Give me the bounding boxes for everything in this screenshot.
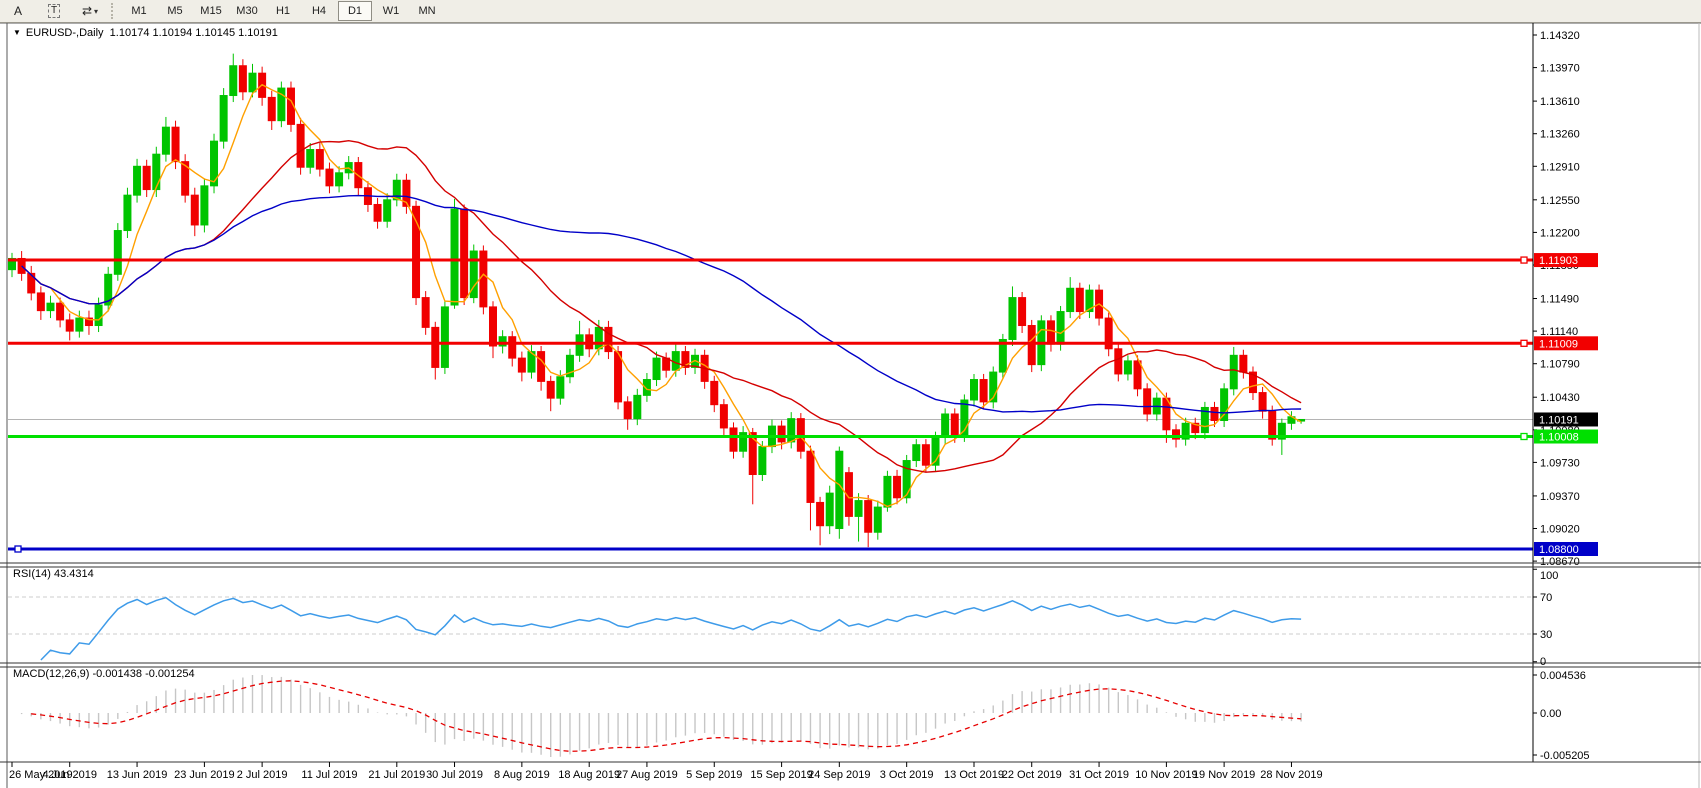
svg-text:1.14320: 1.14320 — [1540, 30, 1580, 42]
svg-text:1.13970: 1.13970 — [1540, 63, 1580, 75]
svg-text:0.004536: 0.004536 — [1540, 670, 1586, 682]
svg-text:1.11903: 1.11903 — [1539, 255, 1578, 267]
cursor-mode-dropdown-button[interactable]: ⇄ ▾ — [73, 1, 107, 21]
svg-text:1.09020: 1.09020 — [1540, 524, 1580, 536]
svg-text:1.12550: 1.12550 — [1540, 195, 1580, 207]
svg-text:8 Aug 2019: 8 Aug 2019 — [494, 769, 550, 781]
ma-mid-line — [21, 139, 1302, 473]
svg-text:2 Jul 2019: 2 Jul 2019 — [237, 769, 288, 781]
timeframe-button-w1[interactable]: W1 — [382, 5, 400, 17]
price-axis-label: 1.10191 — [1534, 412, 1598, 427]
timeframe-button-mn[interactable]: MN — [418, 5, 436, 17]
price-axis-label: 1.10008 — [1534, 429, 1598, 444]
hline-support-1[interactable] — [8, 432, 1533, 441]
arrow-text-tool-button[interactable]: A — [13, 4, 22, 18]
svg-text:1.10790: 1.10790 — [1540, 359, 1580, 371]
hline-support-2[interactable] — [8, 545, 1533, 553]
svg-text:1.08670: 1.08670 — [1540, 556, 1580, 568]
price-axis-label: 1.11009 — [1534, 336, 1598, 351]
svg-text:23 Jun 2019: 23 Jun 2019 — [174, 769, 235, 781]
svg-text:5 Sep 2019: 5 Sep 2019 — [686, 769, 742, 781]
svg-text:70: 70 — [1540, 592, 1552, 604]
svg-text:21 Jul 2019: 21 Jul 2019 — [368, 769, 425, 781]
svg-text:0: 0 — [1540, 656, 1546, 668]
svg-text:27 Aug 2019: 27 Aug 2019 — [616, 769, 678, 781]
timeframe-button-h4[interactable]: H4 — [311, 5, 327, 17]
svg-text:1.11140: 1.11140 — [1540, 326, 1578, 338]
chevron-down-icon: ▾ — [94, 6, 99, 16]
svg-text:18 Aug 2019: 18 Aug 2019 — [558, 769, 620, 781]
svg-text:1.12200: 1.12200 — [1540, 227, 1580, 239]
hline-resistance-2[interactable] — [8, 339, 1533, 347]
timeframe-button-h1[interactable]: H1 — [275, 5, 291, 17]
ma-slow-line — [21, 194, 1302, 414]
timeframe-button-m5[interactable]: M5 — [167, 5, 183, 17]
svg-text:19 Nov 2019: 19 Nov 2019 — [1193, 769, 1255, 781]
toolbar-separator — [111, 3, 118, 19]
timeframe-button-m1[interactable]: M1 — [131, 5, 147, 17]
svg-text:13 Oct 2019: 13 Oct 2019 — [944, 769, 1004, 781]
pane-separator[interactable] — [0, 662, 1701, 668]
svg-text:1.09370: 1.09370 — [1540, 491, 1580, 503]
rsi-line — [40, 596, 1302, 661]
macd-pane: 0.004536 0.00 -0.005205 — [20, 670, 1590, 762]
svg-text:0.00: 0.00 — [1540, 708, 1561, 720]
svg-text:100: 100 — [1540, 570, 1558, 582]
svg-text:28 Nov 2019: 28 Nov 2019 — [1260, 769, 1322, 781]
svg-text:1.12910: 1.12910 — [1540, 161, 1580, 173]
svg-text:26 May 2019: 26 May 2019 — [9, 769, 73, 781]
text-label-tool-button[interactable]: T — [37, 1, 71, 21]
svg-text:1.08800: 1.08800 — [1539, 544, 1579, 556]
svg-text:4 Jun 2019: 4 Jun 2019 — [43, 769, 97, 781]
svg-text:10 Nov 2019: 10 Nov 2019 — [1135, 769, 1197, 781]
svg-text:1.10191: 1.10191 — [1539, 414, 1579, 426]
svg-text:22 Oct 2019: 22 Oct 2019 — [1002, 769, 1062, 781]
ma-fast-line — [21, 83, 1302, 508]
svg-text:3 Oct 2019: 3 Oct 2019 — [880, 769, 934, 781]
hline-resistance-1[interactable] — [8, 256, 1533, 264]
svg-text:30: 30 — [1540, 629, 1552, 641]
svg-text:15 Sep 2019: 15 Sep 2019 — [750, 769, 812, 781]
pane-separator[interactable] — [0, 562, 1701, 568]
svg-text:1.13610: 1.13610 — [1540, 96, 1580, 108]
svg-text:1.11009: 1.11009 — [1539, 338, 1578, 350]
svg-text:1.13260: 1.13260 — [1540, 129, 1580, 141]
svg-text:30 Jul 2019: 30 Jul 2019 — [426, 769, 483, 781]
text-tool-icon: T — [47, 4, 61, 18]
svg-text:11 Jul 2019: 11 Jul 2019 — [301, 769, 357, 781]
svg-text:1.10008: 1.10008 — [1539, 432, 1579, 444]
rsi-pane: 100 70 30 0 — [8, 568, 1558, 668]
macd-signal-line — [31, 680, 1302, 752]
toolbar: A T ⇄ ▾ M1 M5 M15 M30 H1 H4 D1 W1 MN — [0, 0, 1701, 23]
svg-text:1.10430: 1.10430 — [1540, 392, 1580, 404]
price-axis[interactable]: 1.14320 1.13970 1.13610 1.13260 1.12910 1.125… — [1532, 23, 1598, 762]
svg-text:13 Jun 2019: 13 Jun 2019 — [107, 769, 168, 781]
timeframe-button-m15[interactable]: M15 — [200, 5, 222, 17]
svg-text:1.11490: 1.11490 — [1540, 294, 1579, 306]
cursor-arrows-icon: ⇄ — [81, 4, 93, 18]
svg-text:1.09730: 1.09730 — [1540, 457, 1580, 469]
svg-text:31 Oct 2019: 31 Oct 2019 — [1069, 769, 1129, 781]
window-frame — [0, 22, 1701, 788]
timeframe-button-d1[interactable]: D1 — [338, 1, 372, 21]
timeframe-button-m30[interactable]: M30 — [236, 5, 258, 17]
price-axis-label: 1.08800 — [1534, 542, 1598, 556]
svg-text:24 Sep 2019: 24 Sep 2019 — [808, 769, 870, 781]
price-axis-label: 1.11903 — [1534, 253, 1598, 268]
svg-text:-0.005205: -0.005205 — [1540, 750, 1590, 762]
timeframe-button-group: M1 M5 M15 M30 H1 H4 D1 W1 MN — [121, 1, 445, 21]
